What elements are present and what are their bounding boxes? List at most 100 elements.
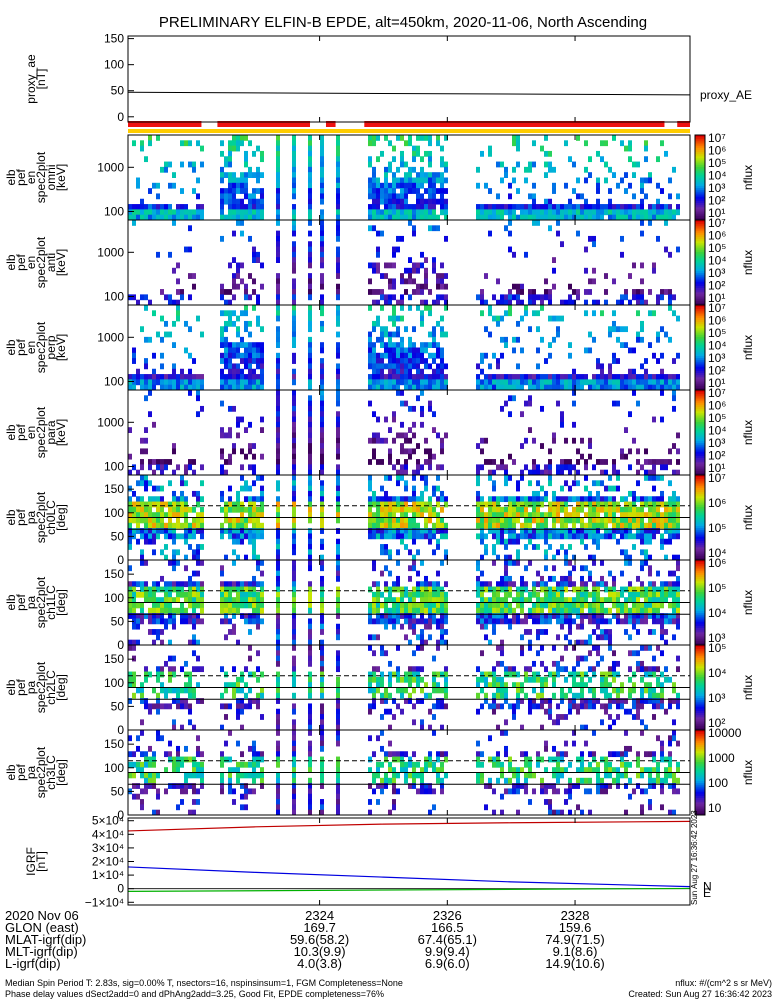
y-label-line: pa [24,596,38,610]
y-tick-label: 100 [104,506,124,520]
colorbar-tick: 10³ [708,691,725,705]
colorbar: 10⁵ 10⁴ 10³ 10² nflux [694,641,755,731]
colorbar-tick: 10⁴ [708,606,727,620]
y-tick-label: 50 [111,614,125,628]
y-label-line: ch0LC [44,500,58,535]
x-tick-label: 2328 [561,908,590,923]
y-label-line: spec2plot [34,491,48,543]
ephemeris-value: 67.4(65.1) [418,932,477,947]
colorbar-tick: 10² [708,364,725,378]
y-label-line: pef [14,253,28,270]
y-label-line: pa [24,511,38,525]
y-label-line: pef [14,508,28,525]
colorbar: 10⁶ 10⁵ 10⁴ 10³ nflux [694,556,755,646]
y-label-line: pef [14,168,28,185]
colorbar-label: nflux [741,505,755,530]
y-label-line: pa [24,681,38,695]
ephemeris-row-label: MLAT-igrf(dip) [5,932,86,947]
colorbar-tick: 10⁷ [708,471,726,485]
y-label-line: spec2plot [34,746,48,798]
y-label-line: pa [24,766,38,780]
colorbar-label: nflux [741,590,755,615]
y-label-line: [keV] [54,419,68,446]
colorbar: 10⁷ 10⁶ 10⁵ 10⁴ nflux [694,471,755,561]
footer-left-1: Median Spin Period T: 2.83s, sig=0.00% T… [5,978,403,988]
y-tick-label: 4×10⁴ [92,827,124,841]
colorbar-label: nflux [741,760,755,785]
colorbar-tick: 10⁶ [708,496,726,510]
y-tick-label: 1000 [97,415,124,429]
igrf-component-line [127,820,691,832]
y-tick-label: 100 [104,460,124,474]
colorbar: 10000 1000 100 10 nflux [694,726,755,816]
y-label-line: pef [14,593,28,610]
colorbar-tick: 10³ [708,181,725,195]
y-tick-label: 100 [104,290,124,304]
y-label-line: spec2plot [34,406,48,458]
y-label-line: spec2plot [34,661,48,713]
panel-pef_para: elbpefenspec2plotpara[keV]10⁷10⁶10⁵10⁴10… [4,386,755,476]
panel-pef_spec: elbpefenspec2plotomni[keV]10⁷10⁶10⁵10⁴10… [4,131,755,221]
colorbar-tick: 10² [708,194,725,208]
y-tick-label: −1×10⁴ [85,895,124,909]
y-label-line: perp [44,335,58,359]
colorbar-tick: 10³ [708,266,725,280]
colorbar-tick: 10² [708,716,725,730]
y-label-line: pef [14,423,28,440]
heatmap-cells [128,305,680,391]
y-label-line: en [24,256,38,269]
y-label-line: [keV] [54,334,68,361]
colorbar-tick: 10¹ [708,461,725,475]
y-tick-label: 50 [111,84,125,98]
x-tick-label: 2326 [433,908,462,923]
colorbar-tick: 10⁵ [708,326,726,340]
coverage-segment [364,121,665,127]
colorbar-tick: 10⁴ [708,546,727,560]
colorbar-tick: 10⁴ [708,339,727,353]
ephemeris-row-label: MLT-igrf(dip) [5,944,78,959]
side-stamp: Sun Aug 27 16:36:42 2023 [690,810,699,905]
y-label-line: [deg] [54,589,68,616]
y-label-line: en [24,171,38,184]
y-label-line: ch2LC [44,670,58,705]
y-label-line: [nT] [34,851,48,872]
y-tick-label: 0 [117,723,124,737]
y-label-line: [keV] [54,249,68,276]
colorbar-tick: 10⁶ [708,399,726,413]
ephemeris-value: 9.9(9.4) [425,944,470,959]
y-tick-label: 3×10⁴ [92,841,124,855]
ephemeris-value: 159.6 [559,920,592,935]
colorbar-tick: 10² [708,279,725,293]
ephemeris-value: 10.3(9.9) [294,944,346,959]
heatmap-cells [128,220,680,306]
y-label-line: spec2plot [34,151,48,203]
y-label-line: anti [44,253,58,272]
y-tick-label: 150 [104,652,124,666]
igrf-legend-n: N [703,880,712,894]
y-label-line: elb [4,169,18,185]
colorbar-tick: 10³ [708,351,725,365]
proxy-ae-line [127,91,691,96]
panel-pef_ch3: elbpefpaspec2plotch3LC[deg]1000010001001… [4,726,755,822]
footer-left-2: Phase delay values dSect2add=0 and dPhAn… [5,989,384,999]
y-label-line: para [44,420,58,444]
panel-pef_perp: elbpefenspec2plotperp[keV]10⁷10⁶10⁵10⁴10… [4,301,755,391]
coverage-segment [217,121,311,127]
y-label-line: spec2plot [34,236,48,288]
completeness-strip [128,129,690,133]
ephemeris-value: 166.5 [431,920,464,935]
colorbar-tick: 10⁵ [708,156,726,170]
y-tick-label: 100 [104,761,124,775]
colorbar-tick: 10⁵ [708,411,726,425]
colorbar-label: nflux [741,165,755,190]
y-tick-label: 150 [104,567,124,581]
y-label-line: [deg] [54,674,68,701]
y-label-line: [deg] [54,504,68,531]
y-label-line: [nT] [34,69,48,90]
y-tick-label: 150 [104,482,124,496]
